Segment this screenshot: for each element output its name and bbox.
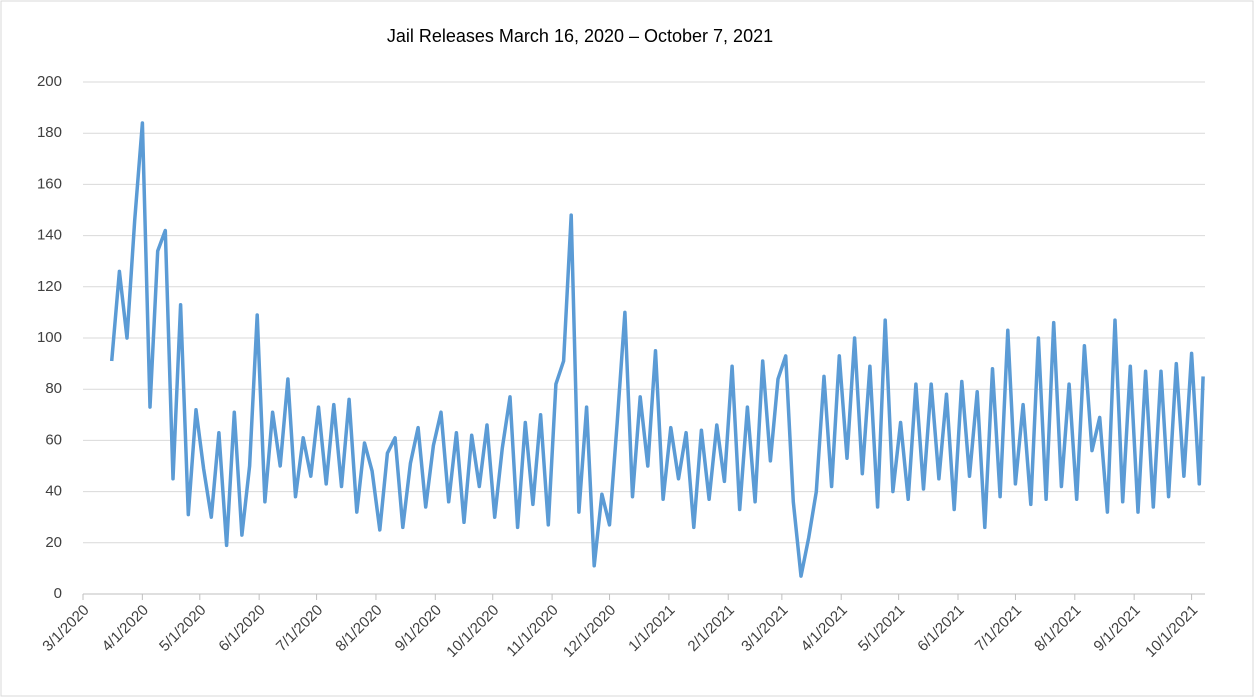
y-tick-label: 40 <box>45 483 62 500</box>
y-tick-label: 160 <box>37 175 62 192</box>
chart-title: Jail Releases March 16, 2020 – October 7… <box>387 26 773 46</box>
y-tick-label: 20 <box>45 534 62 551</box>
y-tick-label: 140 <box>37 227 62 244</box>
y-tick-label: 120 <box>37 278 62 295</box>
y-tick-label: 200 <box>37 73 62 90</box>
data-line <box>109 121 1205 578</box>
y-tick-label: 80 <box>45 380 62 397</box>
y-tick-label: 0 <box>54 585 62 602</box>
y-tick-label: 180 <box>37 124 62 141</box>
y-tick-label: 100 <box>37 329 62 346</box>
y-tick-label: 60 <box>45 431 62 448</box>
